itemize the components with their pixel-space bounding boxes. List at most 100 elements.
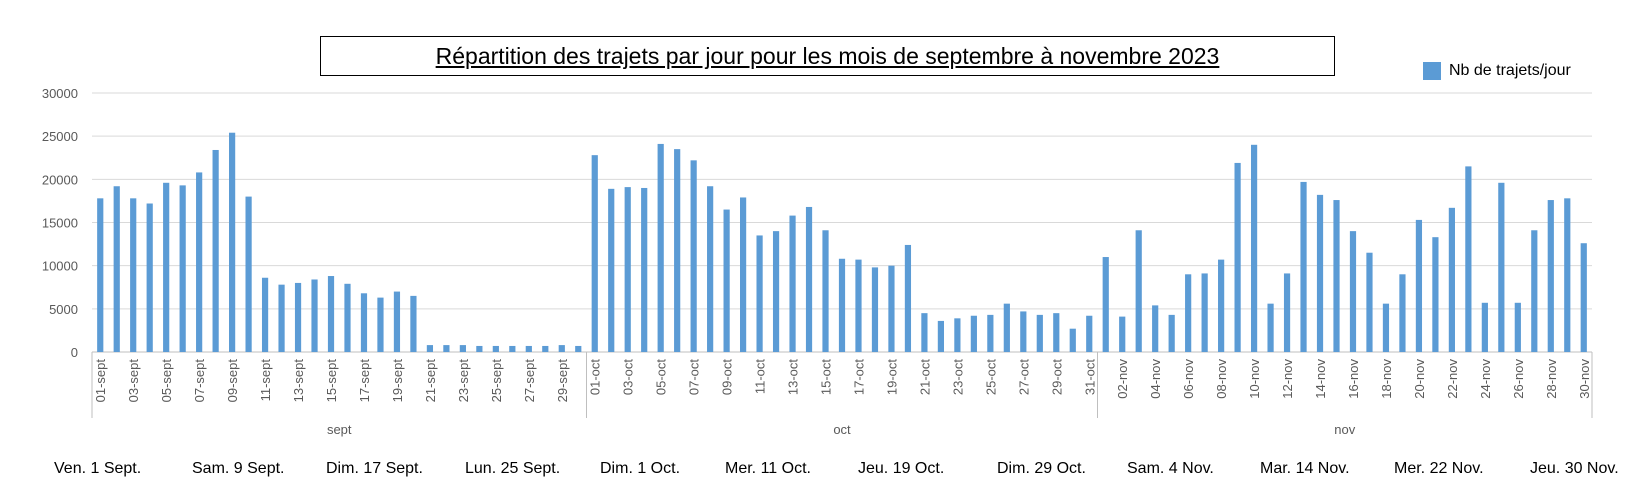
- bar-25-oct: [987, 314, 994, 352]
- bar-14-oct: [805, 206, 813, 352]
- y-tick-label: 10000: [42, 259, 78, 274]
- bar-08-oct: [707, 186, 714, 352]
- x-tick-label: 10-nov: [1247, 359, 1262, 399]
- x-tick-label: 07-oct: [687, 359, 702, 396]
- y-tick-label: 15000: [42, 216, 78, 231]
- x-tick-label: 16-nov: [1346, 359, 1361, 399]
- x-tick-label: 21-sept: [423, 359, 438, 403]
- x-tick-label: 19-oct: [884, 359, 899, 396]
- bar-21-nov: [1432, 237, 1439, 352]
- y-tick-label: 20000: [42, 172, 78, 187]
- bar-17-oct: [855, 259, 862, 352]
- date-annotation: Mer. 22 Nov.: [1394, 460, 1484, 477]
- bar-20-sept: [410, 295, 417, 352]
- x-tick-label: 23-oct: [950, 359, 965, 396]
- bar-01-sept: [97, 198, 104, 352]
- bar-07-oct: [690, 160, 697, 352]
- bar-26-oct: [1003, 303, 1010, 352]
- y-tick-label: 5000: [49, 302, 78, 317]
- bar-03-sept: [130, 198, 137, 352]
- bar-14-sept: [311, 279, 318, 352]
- x-tick-label: 20-nov: [1412, 359, 1427, 399]
- bar-15-nov: [1333, 200, 1340, 352]
- bar-26-nov: [1514, 302, 1521, 352]
- date-annotation: Dim. 29 Oct.: [997, 460, 1086, 477]
- x-tick-label: 30-nov: [1577, 359, 1592, 399]
- bar-30-sept: [575, 345, 582, 352]
- x-tick-label: 28-nov: [1544, 359, 1559, 399]
- legend: Nb de trajets/jour: [1423, 62, 1571, 80]
- bar-27-oct: [1020, 311, 1027, 352]
- y-axis-ticks: 0 5000 10000 15000 20000 25000 30000: [42, 86, 78, 360]
- bar-04-sept: [146, 203, 153, 352]
- bar-12-sept: [278, 284, 285, 352]
- bar-13-sept: [294, 282, 302, 352]
- x-tick-label: 11-sept: [258, 359, 273, 402]
- bar-02-oct: [608, 188, 615, 352]
- bar-11-nov: [1267, 303, 1274, 352]
- bar-18-nov: [1382, 303, 1390, 352]
- bar-19-sept: [393, 291, 401, 352]
- chart-title: Répartition des trajets par jour pour le…: [435, 43, 1220, 69]
- bar-01-oct: [591, 155, 598, 352]
- x-tick-label: 03-oct: [621, 359, 636, 396]
- x-tick-label: 29-oct: [1049, 359, 1064, 396]
- bar-05-oct: [657, 143, 664, 352]
- bar-27-sept: [525, 345, 532, 352]
- bar-22-oct: [937, 320, 945, 352]
- bar-22-sept: [443, 345, 450, 352]
- bar-23-oct: [954, 318, 961, 352]
- date-annotation: Dim. 1 Oct.: [600, 460, 681, 477]
- x-tick-label: 26-nov: [1511, 359, 1526, 399]
- bar-22-nov: [1448, 207, 1455, 352]
- x-tick-label: 04-nov: [1148, 359, 1163, 399]
- bar-28-oct: [1036, 314, 1043, 352]
- date-annotation: Sam. 9 Sept.: [192, 460, 285, 477]
- x-tick-label: 01-oct: [588, 359, 603, 396]
- bar-11-sept: [261, 277, 269, 352]
- bar-19-oct: [888, 265, 895, 352]
- date-annotation: Jeu. 30 Nov.: [1530, 460, 1619, 477]
- bar-31-oct: [1086, 315, 1093, 352]
- bar-17-nov: [1366, 252, 1373, 352]
- bar-29-nov: [1564, 198, 1571, 352]
- month-label-nov: nov: [1334, 422, 1355, 437]
- bar-21-sept: [426, 345, 434, 352]
- x-tick-label: 13-oct: [786, 359, 801, 396]
- date-annotation: Ven. 1 Sept.: [54, 460, 142, 477]
- bar-01-nov: [1102, 257, 1109, 352]
- bar-28-sept: [542, 345, 549, 352]
- bar-29-sept: [558, 345, 565, 352]
- x-tick-label: 27-sept: [522, 359, 537, 403]
- x-tick-label: 03-sept: [126, 359, 141, 403]
- month-label-oct: oct: [833, 422, 851, 437]
- bar-13-nov: [1300, 181, 1307, 352]
- bar-06-oct: [674, 149, 681, 352]
- bar-13-oct: [789, 215, 796, 352]
- bar-17-sept: [360, 293, 368, 352]
- x-tick-label: 29-sept: [555, 359, 570, 403]
- bar-20-oct: [904, 244, 912, 352]
- bar-04-oct: [641, 187, 648, 352]
- legend-label: Nb de trajets/jour: [1449, 62, 1571, 79]
- x-tick-label: 21-oct: [917, 359, 932, 396]
- bar-06-sept: [179, 185, 186, 352]
- bar-26-sept: [509, 345, 516, 352]
- bar-28-nov: [1547, 200, 1554, 352]
- bar-05-nov: [1168, 314, 1175, 352]
- bar-29-oct: [1053, 313, 1060, 352]
- x-tick-label: 13-sept: [291, 359, 306, 403]
- bar-08-nov: [1218, 259, 1225, 352]
- x-tick-label: 11-oct: [753, 359, 768, 395]
- x-tick-label: 09-oct: [720, 359, 735, 396]
- bar-10-sept: [245, 196, 252, 352]
- bar-09-nov: [1234, 162, 1241, 352]
- date-annotation: Mer. 11 Oct.: [725, 460, 811, 477]
- bar-24-nov: [1481, 302, 1488, 352]
- chart-title-box: Répartition des trajets par jour pour le…: [320, 36, 1335, 76]
- x-tick-label: 24-nov: [1478, 359, 1493, 399]
- x-tick-label: 02-nov: [1115, 359, 1130, 399]
- bar-19-nov: [1399, 274, 1406, 352]
- bar-12-nov: [1283, 273, 1291, 352]
